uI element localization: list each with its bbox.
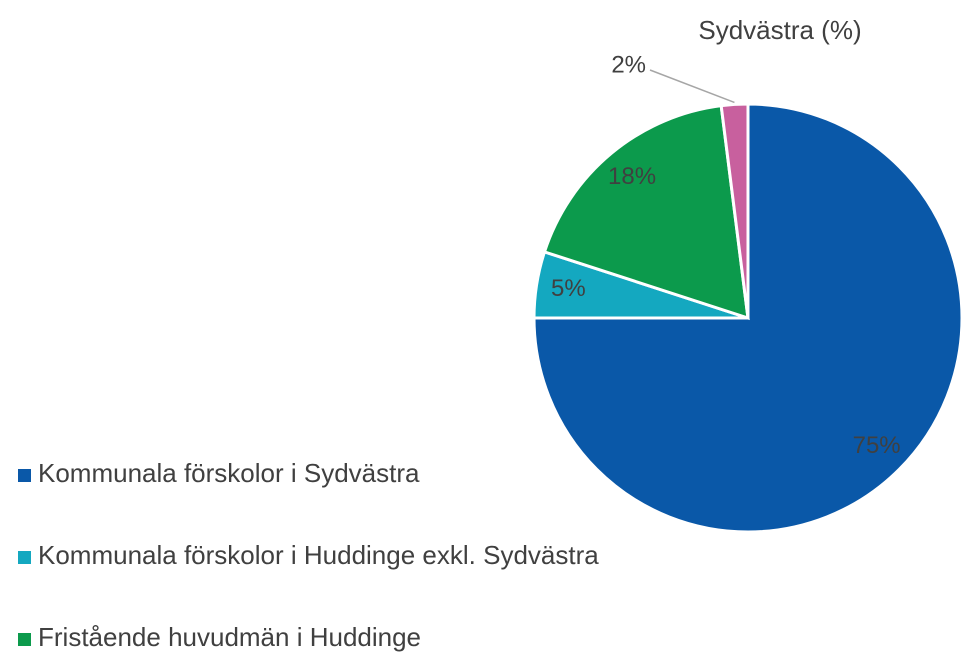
chart-title: Sydvästra (%) [698,15,861,45]
pie-slice [542,104,750,321]
legend-label: Kommunala förskolor i Huddinge exkl. Syd… [38,540,599,570]
legend-swatch [18,633,31,646]
data-label: 18% [608,163,656,190]
legend-label: Kommunala förskolor i Sydvästra [38,458,420,488]
data-label: 5% [551,275,586,302]
data-label: 2% [611,51,646,78]
pie-slice [719,102,750,319]
legend-label: Fristående huvudmän i Huddinge [38,622,421,652]
leader-line [649,69,735,104]
data-label: 75% [853,432,901,459]
pie-slice [532,102,962,534]
legend-swatch [18,551,31,564]
legend-swatch [18,469,31,482]
